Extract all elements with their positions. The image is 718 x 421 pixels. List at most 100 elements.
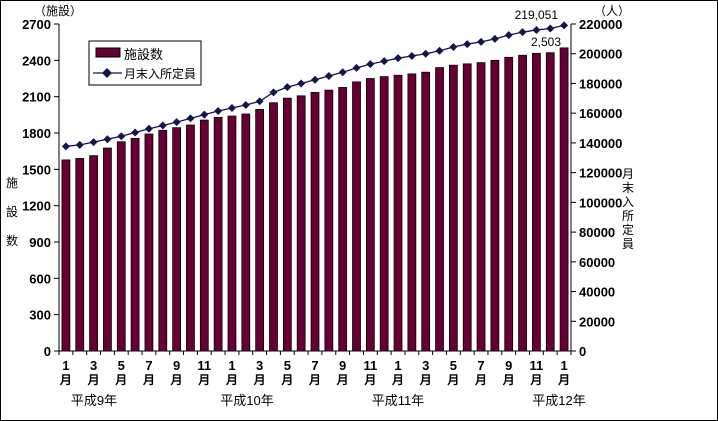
x-month-suffix: 月: [419, 373, 432, 387]
right-axis-tick-label: 100000: [579, 195, 622, 210]
right-axis-tick-label: 120000: [579, 166, 622, 181]
x-year-label: 平成10年: [220, 393, 273, 408]
x-month-suffix: 月: [363, 373, 376, 387]
bar: [504, 56, 514, 352]
line-point-marker: [366, 60, 375, 69]
line-point-marker: [532, 25, 541, 34]
legend-bar-swatch: [95, 47, 121, 58]
x-month-suffix: 月: [114, 373, 127, 387]
bar: [255, 109, 265, 352]
bar: [462, 63, 472, 352]
x-month-suffix: 月: [446, 373, 459, 387]
x-month-suffix: 月: [59, 373, 72, 387]
right-axis-title-char: 入: [622, 195, 634, 209]
line-last-value-annotation: 219,051: [515, 8, 559, 22]
bar: [545, 52, 555, 352]
line-point-marker: [200, 110, 209, 119]
right-axis-title-char: 末: [622, 181, 634, 195]
line-point-marker: [449, 43, 458, 52]
right-axis-tick-label: 80000: [579, 225, 615, 240]
line-point-marker: [490, 34, 499, 43]
legend-line-marker-icon: [102, 68, 112, 78]
bar: [75, 158, 85, 352]
bar: [310, 92, 320, 352]
right-axis-tick-label: 0: [579, 344, 586, 359]
right-axis-tick-label: 140000: [579, 136, 622, 151]
left-axis-tick-label: 1500: [22, 162, 51, 177]
bar: [103, 147, 112, 352]
left-axis-tick-label: 2400: [22, 53, 51, 68]
bar: [518, 54, 527, 352]
bar: [172, 127, 181, 352]
x-month-number: 7: [311, 358, 318, 373]
right-axis-tick-label: 60000: [579, 255, 615, 270]
bar: [199, 119, 209, 352]
left-axis-title-char: 設: [6, 204, 18, 219]
x-month-number: 5: [450, 358, 457, 373]
legend: 施設数 月末入所定員: [88, 40, 202, 86]
line-point-marker: [421, 49, 430, 58]
x-month-suffix: 月: [529, 373, 542, 387]
line-point-marker: [546, 24, 555, 33]
x-year-label: 平成11年: [372, 393, 425, 408]
right-axis-unit: （人）: [594, 4, 630, 18]
line-point-marker: [158, 121, 167, 130]
line-point-marker: [131, 128, 140, 137]
line-point-marker: [172, 118, 181, 127]
x-month-suffix: 月: [197, 373, 210, 387]
line-point-marker: [352, 63, 361, 72]
x-month-number: 1: [62, 358, 69, 373]
x-month-suffix: 月: [170, 373, 183, 387]
x-month-number: 1: [394, 358, 401, 373]
bar: [213, 117, 223, 352]
plot-area: 0 300 600 900 1200 1500 1800 2100 2400 2700 0 20000…: [6, 17, 634, 408]
bar: [282, 97, 292, 352]
line-point-marker: [214, 106, 223, 115]
x-month-number: 7: [477, 358, 484, 373]
bar: [559, 47, 569, 352]
bar: [379, 76, 389, 352]
line-point-marker: [477, 37, 486, 46]
x-month-number: 7: [145, 358, 152, 373]
legend-bar-label: 施設数: [124, 47, 163, 62]
line-point-marker: [144, 124, 153, 133]
line-point-marker: [324, 72, 333, 81]
x-month-number: 9: [505, 358, 512, 373]
line-point-marker: [283, 83, 292, 92]
x-month-suffix: 月: [557, 373, 570, 387]
line-point-marker: [255, 97, 264, 106]
right-axis-tick-label: 40000: [579, 285, 615, 300]
line-point-marker: [518, 28, 527, 37]
line-point-marker: [435, 46, 444, 55]
x-month-number: 5: [284, 358, 291, 373]
x-month-number: 3: [422, 358, 429, 373]
right-axis-title-char: 定: [622, 222, 634, 237]
x-month-number: 3: [90, 358, 97, 373]
line-point-marker: [297, 79, 306, 88]
line-point-marker: [380, 57, 389, 66]
x-month-suffix: 月: [308, 373, 321, 387]
x-month-number: 3: [256, 358, 263, 373]
x-month-number: 5: [118, 358, 125, 373]
left-axis-tick-label: 900: [29, 235, 51, 250]
bar: [352, 81, 361, 352]
x-month-suffix: 月: [280, 373, 293, 387]
right-axis-tick-label: 200000: [579, 47, 622, 62]
right-axis-title-char: 員: [622, 237, 634, 251]
bar: [449, 64, 458, 352]
x-month-suffix: 月: [391, 373, 404, 387]
bar: [407, 73, 417, 352]
x-month-suffix: 月: [142, 373, 155, 387]
x-month-suffix: 月: [474, 373, 487, 387]
left-axis-tick-label: 300: [29, 308, 51, 323]
right-axis-tick-label: 20000: [579, 314, 615, 329]
x-month-suffix: 月: [253, 373, 266, 387]
bar: [532, 52, 541, 352]
left-axis-tick-label: 2700: [22, 17, 51, 32]
line-point-marker: [463, 40, 472, 49]
x-month-suffix: 月: [502, 373, 515, 387]
bar: [296, 95, 306, 352]
bar: [338, 87, 348, 352]
line-point-marker: [227, 103, 236, 112]
line-point-marker: [338, 68, 347, 77]
